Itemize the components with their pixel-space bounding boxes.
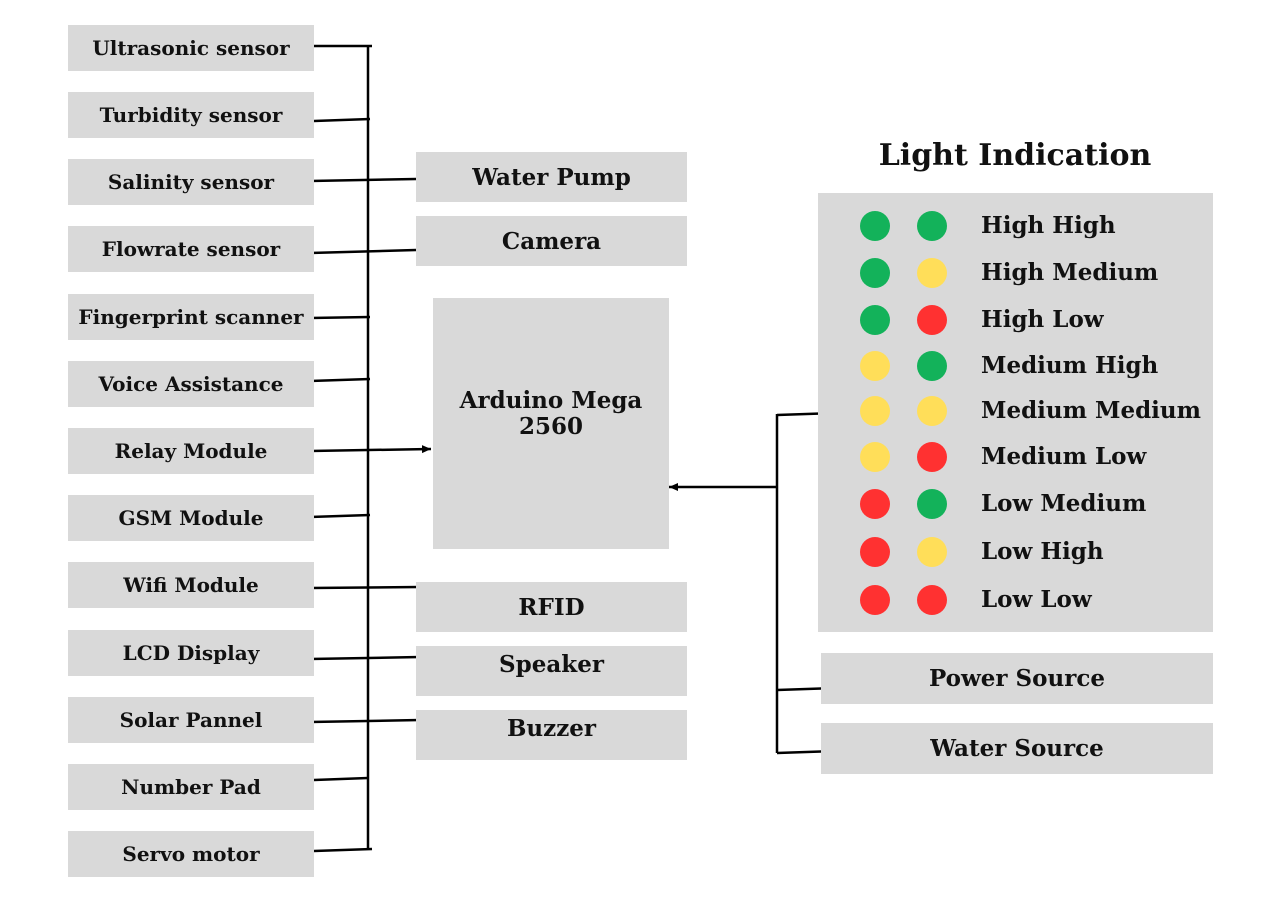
light-row-label: High Low [981, 306, 1104, 333]
water-pump-box: Water Pump [416, 152, 687, 202]
yellow-light-icon [860, 442, 890, 472]
red-light-icon [917, 442, 947, 472]
light-row-label: High High [981, 212, 1116, 239]
left-box-voice-assistance: Voice Assistance [68, 361, 314, 407]
light-row: Low High [818, 532, 1213, 572]
light-row: Medium Medium [818, 391, 1213, 431]
light-row: Low Low [818, 580, 1213, 620]
light-row-label: Low High [981, 538, 1104, 565]
light-row-label: Low Low [981, 586, 1092, 613]
red-light-icon [917, 585, 947, 615]
arduino-mega-controller-box: Arduino Mega 2560 [433, 298, 669, 549]
green-light-icon [860, 211, 890, 241]
left-box-ultrasonic-sensor: Ultrasonic sensor [68, 25, 314, 71]
left-box-solar-pannel: Solar Pannel [68, 697, 314, 743]
green-light-icon [860, 305, 890, 335]
power-source-box: Power Source [821, 653, 1213, 704]
yellow-light-icon [860, 396, 890, 426]
yellow-light-icon [917, 258, 947, 288]
light-row: Medium Low [818, 437, 1213, 477]
left-box-relay-module: Relay Module [68, 428, 314, 474]
light-row-label: Medium Low [981, 443, 1147, 470]
left-box-number-pad: Number Pad [68, 764, 314, 810]
left-box-gsm-module: GSM Module [68, 495, 314, 541]
yellow-light-icon [917, 537, 947, 567]
left-box-turbidity-sensor: Turbidity sensor [68, 92, 314, 138]
light-row-label: Low Medium [981, 490, 1147, 517]
left-box-fingerprint-scanner: Fingerprint scanner [68, 294, 314, 340]
green-light-icon [917, 489, 947, 519]
red-light-icon [860, 537, 890, 567]
left-box-flowrate-sensor: Flowrate sensor [68, 226, 314, 272]
speaker-box: Speaker [416, 646, 687, 696]
red-light-icon [860, 585, 890, 615]
yellow-light-icon [860, 351, 890, 381]
light-row: Medium High [818, 346, 1213, 386]
rfid-box: RFID [416, 582, 687, 632]
yellow-light-icon [917, 396, 947, 426]
light-indication-panel: High High High Medium High Low Medium Hi… [818, 193, 1213, 632]
left-box-lcd-display: LCD Display [68, 630, 314, 676]
light-row: Low Medium [818, 484, 1213, 524]
light-row: High Medium [818, 253, 1213, 293]
light-row-label: Medium Medium [981, 397, 1201, 424]
arduino-label: Arduino Mega 2560 [459, 386, 643, 440]
bus-to-arduino-arrow [309, 445, 432, 454]
light-indication-title: Light Indication [878, 138, 1152, 173]
green-light-icon [917, 211, 947, 241]
left-box-servo-motor: Servo motor [68, 831, 314, 877]
green-light-icon [917, 351, 947, 381]
buzzer-box: Buzzer [416, 710, 687, 760]
red-light-icon [917, 305, 947, 335]
green-light-icon [860, 258, 890, 288]
left-box-salinity-sensor: Salinity sensor [68, 159, 314, 205]
light-row: High High [818, 206, 1213, 246]
light-row: High Low [818, 300, 1213, 340]
light-row-label: High Medium [981, 259, 1159, 286]
light-row-label: Medium High [981, 352, 1159, 379]
red-light-icon [860, 489, 890, 519]
water-source-box: Water Source [821, 723, 1213, 774]
camera-box: Camera [416, 216, 687, 266]
left-box-wifi-module: Wifi Module [68, 562, 314, 608]
